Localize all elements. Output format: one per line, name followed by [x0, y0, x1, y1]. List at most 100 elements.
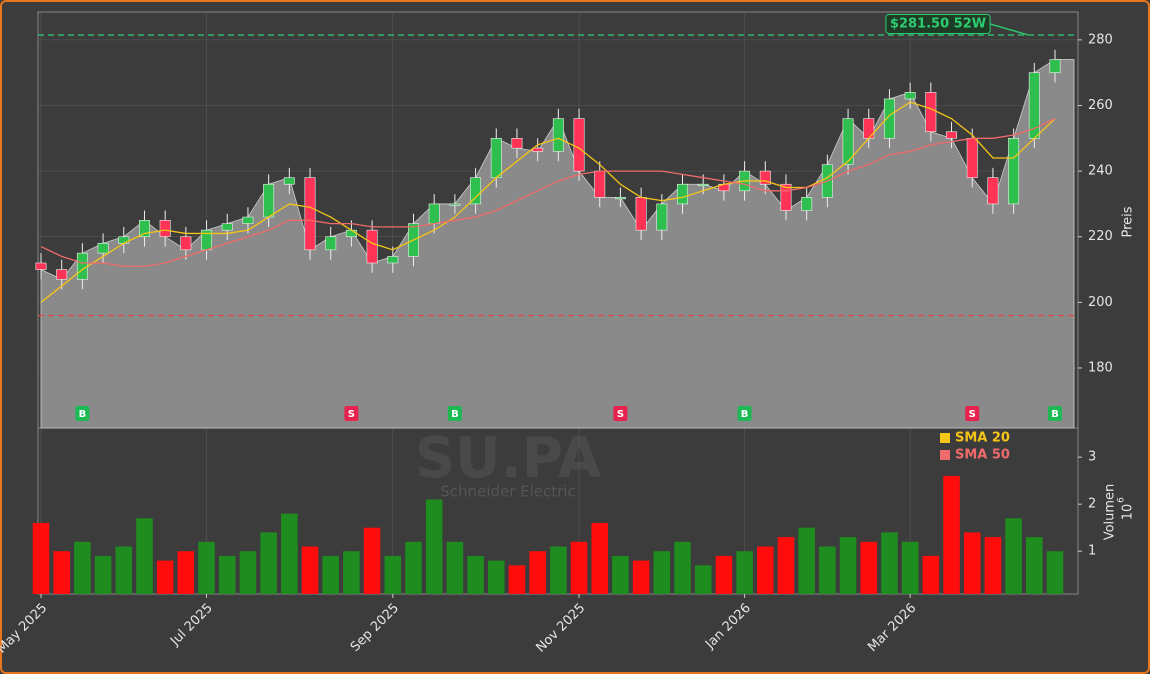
- volume-bar: [322, 555, 339, 594]
- candle-body: [656, 203, 668, 231]
- volume-bar: [839, 537, 857, 594]
- candle-body: [118, 236, 130, 244]
- volume-bar: [777, 537, 795, 594]
- y-tick-label: 240: [1088, 164, 1113, 179]
- candle-body: [511, 138, 523, 149]
- candle-body: [925, 92, 937, 133]
- volume-bar: [136, 518, 153, 594]
- volume-bar: [653, 551, 671, 594]
- volume-bar: [798, 527, 815, 594]
- signal-label: B: [451, 409, 459, 420]
- x-tick-label: Mar 2026: [865, 601, 919, 655]
- volume-bar: [757, 546, 774, 594]
- volume-bar: [177, 551, 195, 594]
- candle-body: [449, 203, 461, 206]
- company-watermark: Schneider Electric: [440, 483, 575, 501]
- volume-bar: [901, 541, 919, 594]
- volume-bar: [425, 499, 443, 594]
- candle-body: [966, 138, 978, 178]
- legend-swatch: [940, 433, 950, 443]
- volume-scale-exponent: 6: [1117, 497, 1127, 503]
- candle-body: [428, 203, 440, 224]
- volume-bar: [384, 555, 402, 594]
- signal-label: S: [348, 409, 355, 420]
- ticker-watermark: SU.PA: [415, 426, 602, 491]
- candle-body: [946, 131, 958, 139]
- volume-bar: [343, 551, 360, 594]
- volume-bar: [32, 522, 50, 594]
- volume-bar: [115, 546, 133, 594]
- signal-badge: [965, 406, 980, 421]
- candle-body: [56, 269, 68, 280]
- volume-bar: [984, 537, 1002, 594]
- volume-bar: [1026, 537, 1043, 594]
- candle-body: [801, 197, 813, 211]
- candle-body: [76, 252, 88, 280]
- signal-label: B: [79, 409, 87, 420]
- volume-bar: [570, 541, 588, 594]
- candle-body: [635, 197, 647, 231]
- volume-bar: [53, 551, 70, 594]
- y-tick-label: 220: [1088, 229, 1113, 244]
- volume-bar: [860, 541, 878, 594]
- candle-body: [677, 183, 688, 205]
- candle-body: [263, 183, 275, 218]
- volume-bar: [632, 560, 650, 594]
- legend-swatch: [940, 450, 950, 460]
- volume-bar: [963, 532, 981, 594]
- candle-body: [1049, 59, 1061, 73]
- x-tick-label: Nov 2025: [533, 601, 588, 656]
- x-tick-label: May 2025: [0, 601, 50, 657]
- high-52w-arrow: [989, 23, 1029, 36]
- candle-body: [35, 262, 47, 270]
- candle-body: [180, 236, 192, 251]
- candle-body: [780, 183, 792, 211]
- signal-label: B: [1051, 409, 1059, 420]
- volume-bar: [943, 475, 960, 594]
- volume-bar: [156, 560, 174, 594]
- y-tick-label: 180: [1088, 360, 1113, 375]
- volume-scale-base: 10: [1121, 504, 1136, 521]
- candle-body: [863, 118, 875, 139]
- legend-label: SMA 20: [955, 431, 1010, 446]
- volume-bar: [819, 546, 836, 594]
- signal-label: S: [969, 409, 976, 420]
- volume-bar: [1005, 518, 1022, 594]
- legend-label: SMA 50: [955, 448, 1010, 463]
- volume-bar: [736, 551, 753, 594]
- volume-bar: [591, 522, 609, 594]
- volume-y-tick-label: 3: [1088, 450, 1096, 465]
- signal-badge: [613, 406, 628, 421]
- candle-body: [470, 177, 482, 205]
- x-tick-label: Jan 2026: [702, 601, 754, 653]
- volume-bar: [467, 555, 484, 594]
- candle-body: [532, 147, 544, 152]
- candle-body: [490, 138, 502, 178]
- y-axis-label: Preis: [1121, 206, 1136, 237]
- volume-bar: [446, 541, 464, 594]
- volume-bar: [529, 551, 546, 594]
- sma-line: [40, 118, 1056, 267]
- signal-badge: [737, 406, 752, 421]
- volume-bar: [198, 541, 215, 594]
- volume-bar: [260, 532, 277, 594]
- candle-body: [842, 118, 854, 165]
- volume-bar: [674, 541, 691, 594]
- volume-bar: [363, 527, 381, 594]
- signal-badge: [344, 406, 359, 421]
- volume-bar: [1046, 551, 1064, 594]
- candle-body: [573, 118, 585, 172]
- candle-body: [138, 220, 150, 238]
- volume-y-tick-label: 2: [1088, 497, 1096, 512]
- volume-bar: [74, 541, 91, 594]
- volume-bar: [94, 555, 112, 594]
- volume-bar: [218, 555, 236, 594]
- high-52w-label: $281.50 52W: [890, 16, 986, 31]
- signal-badge: [75, 406, 90, 421]
- y-tick-label: 280: [1088, 32, 1113, 47]
- candle-body: [242, 216, 254, 224]
- candle-body: [614, 197, 626, 200]
- candle-body: [159, 220, 171, 238]
